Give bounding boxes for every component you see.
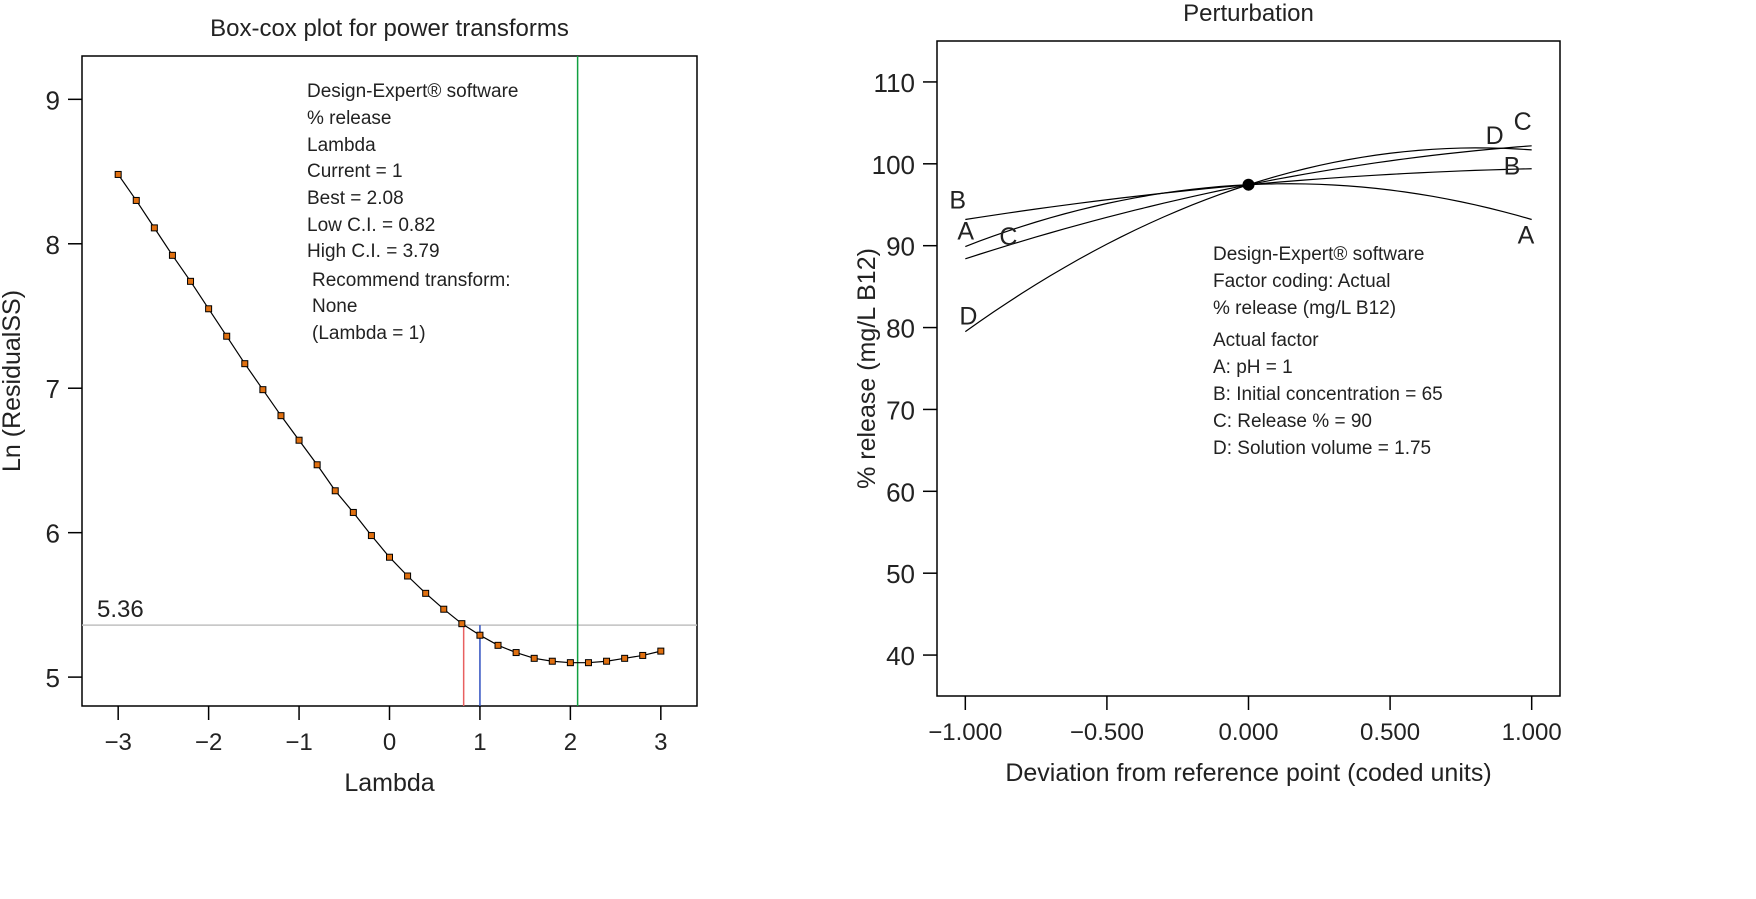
data-point — [132, 196, 140, 204]
x-tick-label: 3 — [654, 729, 667, 756]
legend-text: High C.I. = 3.79 — [307, 241, 440, 262]
data-point — [349, 508, 357, 516]
data-point — [205, 305, 213, 313]
plot-frame — [81, 55, 698, 707]
data-point — [657, 647, 665, 655]
x-tick-label: −3 — [104, 729, 131, 756]
legend-text: Design-Expert® software — [1213, 244, 1424, 265]
y-tick-label: 40 — [886, 641, 915, 671]
legend-text: % release (mg/L B12) — [1213, 298, 1396, 319]
data-point — [386, 553, 393, 561]
curve-label-right-B: B — [1504, 153, 1521, 181]
curve-label-right-C: C — [1514, 108, 1532, 136]
perturbation-curve-A — [965, 183, 1532, 248]
data-point — [584, 659, 592, 667]
reference-point — [1242, 178, 1255, 191]
data-point — [566, 659, 574, 667]
legend-text: B: Initial concentration = 65 — [1213, 384, 1443, 405]
x-axis-label: Deviation from reference point (coded un… — [1005, 759, 1491, 787]
data-point — [150, 224, 158, 232]
y-tick-label: 5 — [46, 663, 60, 693]
curve-label-left-D: D — [959, 303, 977, 331]
y-tick-label: 110 — [874, 68, 915, 98]
data-point — [512, 649, 520, 657]
data-point — [277, 412, 285, 420]
perturbation-curve-B — [965, 168, 1532, 221]
x-tick-label: 0.500 — [1360, 719, 1420, 746]
y-tick-label: 70 — [886, 395, 915, 425]
legend-text: Design-Expert® software — [307, 81, 518, 102]
boxcox-plot: −3 −2 −1 0 1 2 3 5 6 7 8 9 Box-cox plot for power tr… — [0, 15, 698, 797]
perturbation-curve-C — [965, 145, 1532, 260]
x-tick-label: 1 — [473, 729, 486, 756]
data-point — [241, 360, 249, 368]
x-tick-label: −2 — [195, 729, 222, 756]
data-point — [548, 657, 556, 665]
chart-title: Perturbation — [1183, 0, 1314, 27]
curve-label-left-A: A — [957, 218, 974, 246]
legend-text: Best = 2.08 — [307, 188, 404, 209]
y-tick-label: 50 — [886, 559, 915, 589]
legend-text: (Lambda = 1) — [312, 323, 426, 344]
data-point — [440, 605, 448, 613]
data-point — [494, 641, 502, 649]
data-point — [313, 461, 321, 469]
legend-text: Recommend transform: — [312, 270, 511, 291]
legend-text: % release — [307, 108, 392, 129]
x-tick-label: 0 — [383, 729, 396, 756]
legend-text: Factor coding: Actual — [1213, 271, 1390, 292]
data-point — [223, 332, 231, 340]
data-point — [295, 436, 303, 444]
y-tick-label: 7 — [46, 374, 60, 404]
y-tick-label: 90 — [886, 232, 915, 262]
data-point — [404, 572, 412, 580]
chart-title: Box-cox plot for power transforms — [210, 15, 569, 42]
x-axis-label: Lambda — [344, 769, 434, 797]
data-point — [114, 170, 122, 178]
curve-label-left-C: C — [999, 223, 1017, 251]
data-point — [476, 631, 484, 639]
y-tick-label: 60 — [886, 477, 915, 507]
legend-text: A: pH = 1 — [1213, 357, 1293, 378]
y-tick-label: 80 — [886, 314, 915, 344]
y-axis-label: Ln (ResidualSS) — [0, 290, 26, 472]
x-tick-label: 2 — [564, 729, 577, 756]
x-tick-label: −1 — [285, 729, 312, 756]
data-point — [422, 589, 430, 597]
curve-label-left-B: B — [949, 186, 966, 214]
x-tick-label: 0.000 — [1218, 719, 1278, 746]
curve-label-right-D: D — [1486, 122, 1504, 150]
legend-text: D: Solution volume = 1.75 — [1213, 438, 1431, 459]
x-tick-label: −1.000 — [928, 719, 1002, 746]
data-point — [331, 487, 339, 495]
data-point — [187, 277, 195, 285]
data-point — [639, 651, 647, 659]
legend-text: Lambda — [307, 135, 376, 156]
y-tick-label: 100 — [872, 150, 915, 180]
x-tick-label: −0.500 — [1070, 719, 1144, 746]
ci-threshold-label: 5.36 — [97, 596, 144, 623]
y-axis-label: % release (mg/L B12) — [853, 248, 881, 489]
data-point — [168, 251, 176, 259]
y-tick-label: 8 — [46, 230, 60, 260]
data-point — [367, 532, 375, 540]
perturbation-plot: −1.000 −0.500 0.000 0.500 1.000 40 50 60 70 80 90 1… — [853, 0, 1562, 787]
legend-text: Low C.I. = 0.82 — [307, 215, 435, 236]
legend-text: None — [312, 296, 357, 317]
data-point — [530, 654, 538, 662]
data-point — [603, 657, 611, 665]
data-point — [259, 386, 267, 394]
legend-text: C: Release % = 90 — [1213, 411, 1372, 432]
y-tick-label: 9 — [46, 85, 60, 115]
data-point — [621, 654, 629, 662]
y-tick-label: 6 — [46, 519, 60, 549]
x-tick-label: 1.000 — [1502, 719, 1562, 746]
data-point — [458, 620, 466, 628]
legend-text: Current = 1 — [307, 161, 403, 182]
curve-label-right-A: A — [1518, 221, 1535, 249]
legend-text: Actual factor — [1213, 330, 1319, 351]
